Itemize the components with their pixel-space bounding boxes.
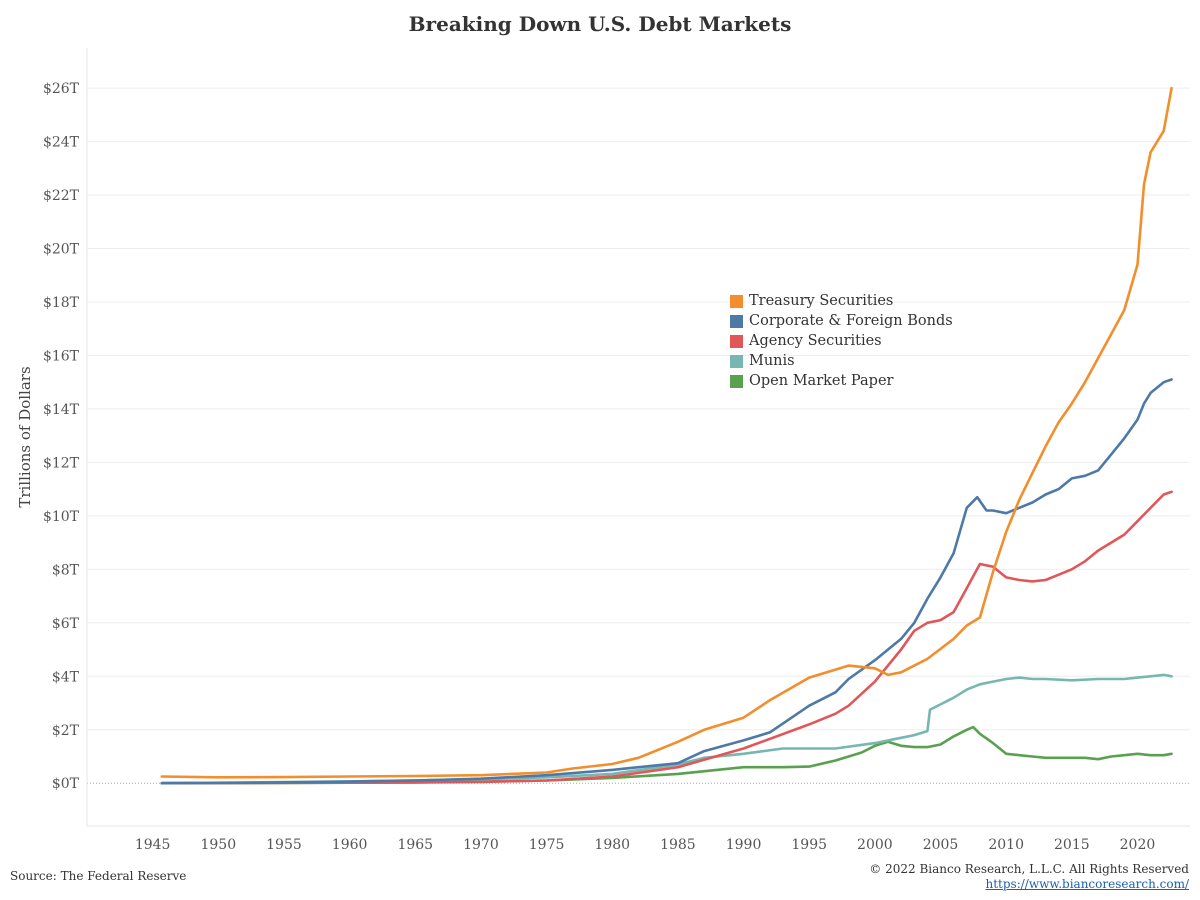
x-tick-label: 1965	[397, 837, 433, 853]
series-line-corporate-foreign-bonds	[160, 378, 1173, 785]
x-tick-label: 1970	[463, 837, 499, 853]
x-tick-label: 2000	[857, 837, 893, 853]
y-tick-label: $18T	[43, 295, 80, 311]
y-tick-label: $24T	[43, 135, 80, 151]
legend-swatch	[730, 294, 743, 308]
legend: Treasury Securities Corporate & Foreign B…	[730, 291, 953, 391]
legend-item[interactable]: Treasury Securities	[730, 291, 953, 311]
y-tick-label: $2T	[52, 723, 80, 739]
legend-item[interactable]: Agency Securities	[730, 331, 953, 351]
y-tick-label: $0T	[52, 776, 80, 792]
legend-item[interactable]: Open Market Paper	[730, 371, 953, 391]
copyright-text: © 2022 Bianco Research, L.L.C. All Right…	[869, 862, 1189, 876]
x-tick-label: 1975	[529, 837, 565, 853]
source-note: Source: The Federal Reserve	[10, 869, 187, 883]
series-line-agency-securities	[160, 490, 1173, 785]
y-tick-label: $10T	[43, 509, 80, 525]
legend-item[interactable]: Corporate & Foreign Bonds	[730, 311, 953, 331]
x-tick-label: 1960	[332, 837, 368, 853]
y-tick-label: $4T	[52, 669, 80, 685]
legend-item[interactable]: Munis	[730, 351, 953, 371]
y-tick-label: $12T	[43, 455, 80, 471]
x-tick-label: 1945	[135, 837, 171, 853]
y-tick-label: $6T	[52, 616, 80, 632]
tick-labels: $0T $2T $4T $6T $8T $10T $12T $14T $16T $18T $20T $…	[43, 81, 1155, 853]
x-tick-label: 1985	[660, 837, 696, 853]
y-tick-label: $20T	[43, 242, 80, 258]
legend-label: Corporate & Foreign Bonds	[749, 313, 953, 329]
axes	[86, 48, 1190, 827]
x-tick-label: 1950	[200, 837, 236, 853]
x-tick-label: 1955	[266, 837, 302, 853]
y-tick-label: $22T	[43, 188, 80, 204]
x-tick-label: 1990	[726, 837, 762, 853]
series-line-treasury-securities	[160, 86, 1173, 779]
y-axis-title: Trillions of Dollars	[16, 366, 34, 507]
x-tick-label: 2015	[1054, 837, 1090, 853]
x-tick-label: 2020	[1120, 837, 1156, 853]
legend-label: Treasury Securities	[749, 293, 894, 309]
y-tick-label: $14T	[43, 402, 80, 418]
y-tick-label: $26T	[43, 81, 80, 97]
series-line-open-market-paper	[160, 725, 1173, 785]
copyright-block: © 2022 Bianco Research, L.L.C. All Right…	[869, 862, 1189, 892]
legend-swatch	[730, 374, 743, 388]
y-tick-label: $8T	[52, 562, 80, 578]
legend-label: Open Market Paper	[749, 373, 894, 389]
website-link[interactable]: https://www.biancoresearch.com/	[985, 877, 1189, 891]
legend-swatch	[730, 354, 743, 368]
legend-label: Agency Securities	[749, 333, 882, 349]
legend-swatch	[730, 334, 743, 348]
legend-label: Munis	[749, 353, 795, 369]
series-lines	[160, 86, 1173, 785]
chart-title: Breaking Down U.S. Debt Markets	[408, 12, 792, 36]
x-tick-label: 2005	[923, 837, 959, 853]
legend-swatch	[730, 314, 743, 328]
x-tick-label: 1995	[791, 837, 827, 853]
series-line-munis	[160, 673, 1173, 785]
x-tick-label: 2010	[988, 837, 1024, 853]
x-tick-label: 1980	[594, 837, 630, 853]
y-tick-label: $16T	[43, 348, 80, 364]
